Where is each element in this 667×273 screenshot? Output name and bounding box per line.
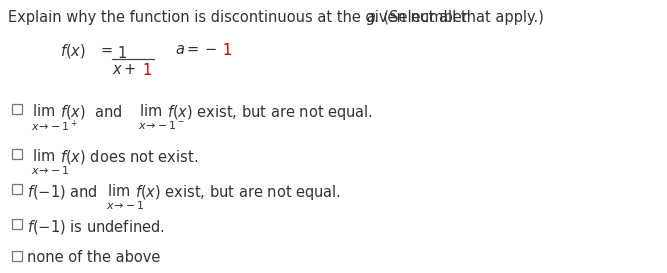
Text: $\lim$: $\lim$ — [139, 103, 162, 119]
Bar — [12, 184, 22, 194]
Text: $f(x)$  and: $f(x)$ and — [60, 103, 123, 121]
Text: $f(-1)$ and: $f(-1)$ and — [27, 183, 98, 201]
Text: $f(x)$ exist, but are not equal.: $f(x)$ exist, but are not equal. — [135, 183, 341, 202]
Text: $f(-1)$ is undefined.: $f(-1)$ is undefined. — [27, 218, 165, 236]
Text: . (Select all that apply.): . (Select all that apply.) — [374, 10, 544, 25]
Bar — [12, 149, 22, 159]
Text: $f(x)$ exist, but are not equal.: $f(x)$ exist, but are not equal. — [167, 103, 373, 122]
Text: $f(x)$: $f(x)$ — [60, 42, 86, 60]
Text: $x\!\to\!-1^-$: $x\!\to\!-1^-$ — [138, 119, 185, 131]
Text: a: a — [366, 10, 376, 25]
Text: $\lim$: $\lim$ — [32, 148, 55, 164]
Text: $\lim$: $\lim$ — [107, 183, 130, 199]
Text: $1$: $1$ — [142, 62, 152, 78]
Text: $x\!\to\!-1^+$: $x\!\to\!-1^+$ — [31, 119, 78, 134]
Bar — [12, 251, 22, 261]
Text: $a = -$: $a = -$ — [175, 42, 217, 57]
Bar — [12, 104, 22, 114]
Text: $f(x)$ does not exist.: $f(x)$ does not exist. — [60, 148, 198, 166]
Text: $=$: $=$ — [98, 42, 113, 57]
Text: $1$: $1$ — [117, 45, 127, 61]
Text: $1$: $1$ — [222, 42, 232, 58]
Text: Explain why the function is discontinuous at the given number: Explain why the function is discontinuou… — [8, 10, 472, 25]
Text: $x\!\to\!-1$: $x\!\to\!-1$ — [31, 164, 69, 176]
Text: $x + $: $x + $ — [112, 62, 137, 77]
Text: $\lim$: $\lim$ — [32, 103, 55, 119]
Bar — [12, 219, 22, 229]
Text: $x\!\to\!-1$: $x\!\to\!-1$ — [106, 199, 145, 211]
Text: none of the above: none of the above — [27, 250, 160, 265]
